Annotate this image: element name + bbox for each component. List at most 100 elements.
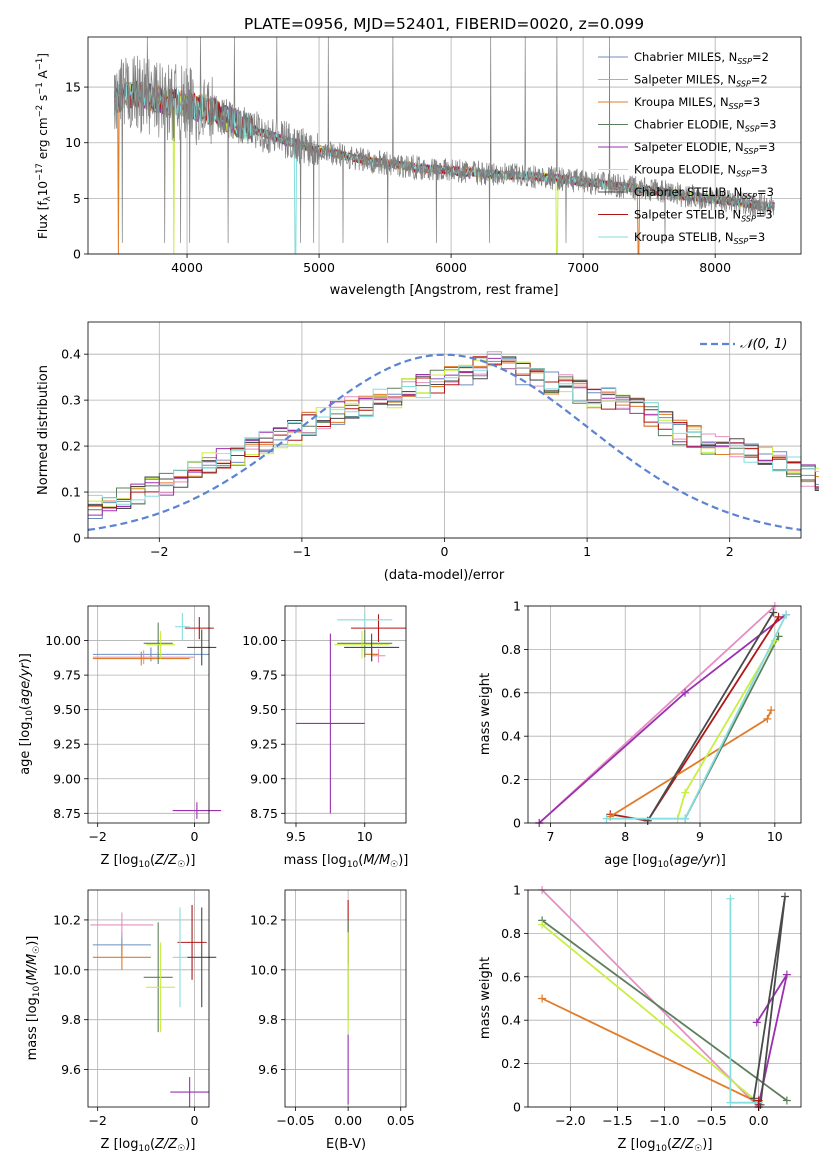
spectrum-xlabel: wavelength [Angstrom, rest frame] bbox=[330, 283, 559, 298]
mwAge-xtick-label: 7 bbox=[546, 829, 554, 844]
figure-title: PLATE=0956, MJD=52401, FIBERID=0020, z=0… bbox=[244, 15, 644, 33]
ageZ-ytick-label: 9.75 bbox=[53, 668, 81, 683]
kroupa-stelib-mwAge-marker bbox=[782, 610, 791, 619]
residuals-ytick-label: 0.4 bbox=[61, 347, 81, 362]
residuals-ytick-label: 0.3 bbox=[61, 393, 81, 408]
salpeter-miles-mwZ-line bbox=[541, 889, 760, 1108]
age-vs-mass-frame bbox=[284, 605, 407, 824]
massZ-ytick-label: 10.0 bbox=[53, 962, 81, 977]
chabrier-elodie-legend-label: Chabrier ELODIE, NSSP=3 bbox=[634, 118, 776, 134]
mwZ-xtick-label: −0.5 bbox=[696, 1113, 726, 1128]
mwZ-xtick-label: −1.5 bbox=[602, 1113, 632, 1128]
age-vs-mass-series bbox=[296, 612, 406, 814]
massweight-vs-Z-xlabel: Z [log10(Z/Z☉)] bbox=[618, 1137, 713, 1154]
spectrum-series bbox=[113, 37, 775, 254]
mwAge-ytick-label: 0.2 bbox=[501, 772, 521, 787]
residuals-xtick-label: 0 bbox=[441, 544, 449, 559]
residuals-xtick-label: 2 bbox=[726, 544, 734, 559]
mwZ-ytick-label: 0.2 bbox=[501, 1056, 521, 1071]
massZ-ytick-label: 10.2 bbox=[53, 912, 81, 927]
age-vs-Z-panel: −2 0 8.75 9.00 9.25 9.50 9.75 10.00 Z [log10(Z/… bbox=[18, 605, 222, 870]
spectrum-ytick-label: 15 bbox=[65, 80, 81, 95]
chabrier-stelib-mwZ-marker bbox=[749, 1094, 758, 1103]
residuals-series bbox=[87, 351, 819, 531]
kroupa-stelib-mwAge-marker bbox=[681, 814, 690, 823]
massweight-vs-age-ticks: 7 8 9 10 0 0.2 0.4 0.6 0.8 1 bbox=[501, 599, 783, 845]
residuals-ylabel: Normed distribution bbox=[36, 365, 51, 495]
residuals-panel: −2 −1 0 1 200.10.20.30.4 (data-model)/error … bbox=[36, 321, 819, 583]
mass-vs-EBV-xlabel: E(B-V) bbox=[326, 1137, 366, 1152]
massZ-xtick-label: 0 bbox=[191, 1113, 199, 1128]
residuals-ytick-label: 0 bbox=[73, 531, 81, 546]
ageM-ytick-label: 9.00 bbox=[250, 771, 278, 786]
massE-xtick-label: −0.05 bbox=[276, 1113, 314, 1128]
ageM-xtick-label: 10 bbox=[357, 829, 373, 844]
mwZ-ytick-label: 1 bbox=[513, 883, 521, 898]
massweight-vs-Z-ticks: −2.0 −1.5 −1.0 −0.5 0.0 0 0.2 0.4 0.6 0.8 1 bbox=[501, 883, 769, 1129]
spectrum-xtick-label: 4000 bbox=[171, 260, 203, 275]
mwZ-ytick-label: 0.6 bbox=[501, 969, 521, 984]
massE-ytick-label: 10.0 bbox=[250, 962, 278, 977]
massweight-vs-Z-panel: −2.0 −1.5 −1.0 −0.5 0.0 0 0.2 0.4 0.6 0.8 1 Z [log… bbox=[478, 883, 802, 1154]
massE-xtick-label: 0.05 bbox=[387, 1113, 415, 1128]
ageM-ytick-label: 9.25 bbox=[250, 737, 278, 752]
mwZ-xtick-label: −2.0 bbox=[555, 1113, 585, 1128]
spectrum-xtick-label: 6000 bbox=[435, 260, 467, 275]
mwZ-xtick-label: −1.0 bbox=[649, 1113, 679, 1128]
residuals-xtick-label: 1 bbox=[583, 544, 591, 559]
massweight-vs-Z-frame bbox=[527, 889, 802, 1108]
mwAge-ytick-label: 0.6 bbox=[501, 685, 521, 700]
massweight-vs-age-ylabel: mass weight bbox=[478, 673, 493, 755]
massE-ytick-label: 9.6 bbox=[258, 1062, 278, 1077]
chabrier-miles-legend-label: Chabrier MILES, NSSP=2 bbox=[634, 50, 769, 66]
mass-vs-Z-frame bbox=[87, 889, 210, 1108]
salpeter-stelib-residual-histogram bbox=[88, 356, 819, 509]
mass-vs-EBV-ticks: −0.05 0.00 0.05 9.6 9.8 10.0 10.2 bbox=[250, 912, 415, 1128]
kroupa-elodie-mwAge-marker bbox=[681, 788, 690, 797]
mwZ-ytick-label: 0 bbox=[513, 1100, 521, 1115]
mwAge-ytick-label: 0 bbox=[513, 816, 521, 831]
salpeter-elodie-mwZ-marker bbox=[782, 970, 791, 979]
ageM-ytick-label: 8.75 bbox=[250, 806, 278, 821]
age-vs-mass-ticks: 9.5 10 8.75 9.00 9.25 9.50 9.75 10.00 bbox=[242, 633, 373, 844]
ageZ-ytick-label: 9.25 bbox=[53, 737, 81, 752]
kroupa-stelib-legend-label: Kroupa STELIB, NSSP=3 bbox=[634, 230, 765, 246]
age-vs-Z-xlabel: Z [log10(Z/Z☉)] bbox=[101, 853, 196, 870]
spectrum-xtick-label: 8000 bbox=[699, 260, 731, 275]
ageM-ytick-label: 10.00 bbox=[242, 633, 278, 648]
spectrum-ytick-label: 10 bbox=[65, 135, 81, 150]
spectrum-xtick-label: 5000 bbox=[303, 260, 335, 275]
residuals-xlabel: (data-model)/error bbox=[384, 568, 505, 583]
age-vs-mass-xlabel: mass [log10(M/M☉)] bbox=[284, 853, 409, 870]
residuals-frame bbox=[87, 321, 802, 539]
ageZ-xtick-label: 0 bbox=[191, 829, 199, 844]
ageZ-xtick-label: −2 bbox=[88, 829, 106, 844]
kroupa-miles-mwAge-marker bbox=[767, 706, 776, 715]
kroupa-stelib-mwAge-marker bbox=[602, 814, 611, 823]
residuals-xtick-label: −1 bbox=[293, 544, 311, 559]
massweight-vs-age-xlabel: age [log10(age/yr)] bbox=[604, 853, 726, 870]
massE-xtick-label: 0.00 bbox=[334, 1113, 362, 1128]
spectrum-legend: Chabrier MILES, NSSP=2 Salpeter MILES, NS… bbox=[598, 50, 776, 246]
mass-vs-Z-ticks: −2 0 9.6 9.8 10.0 10.2 bbox=[53, 912, 198, 1128]
mwAge-xtick-label: 9 bbox=[696, 829, 704, 844]
residuals-legend: 𝒩(0, 1) bbox=[700, 337, 787, 352]
kroupa-elodie-mwZ-line bbox=[541, 924, 760, 1104]
massZ-ytick-label: 9.6 bbox=[61, 1062, 81, 1077]
mwZ-xtick-label: 0.0 bbox=[749, 1113, 769, 1128]
salpeter-stelib-legend-label: Salpeter STELIB, NSSP=3 bbox=[634, 208, 773, 224]
residuals-ticks: −2 −1 0 1 2 0 0.1 0.2 0.3 0.4 bbox=[61, 347, 734, 559]
ageZ-ytick-label: 9.00 bbox=[53, 771, 81, 786]
mwAge-ytick-label: 0.8 bbox=[501, 642, 521, 657]
spectrum-ytick-label: 5 bbox=[73, 191, 81, 206]
massE-ytick-label: 10.2 bbox=[250, 912, 278, 927]
spectrum-ticks: 4000 5000 6000 7000 8000 0 5 10 15 bbox=[65, 80, 731, 275]
kroupa-miles-mwZ-marker bbox=[538, 994, 547, 1003]
gaussian-legend-label: 𝒩(0, 1) bbox=[740, 337, 787, 352]
chabrier-elodie-mwZ-marker bbox=[782, 1096, 791, 1105]
kroupa-elodie-mwZ-marker bbox=[538, 920, 547, 929]
residuals-ytick-label: 0.1 bbox=[61, 485, 81, 500]
mwZ-ytick-label: 0.4 bbox=[501, 1013, 521, 1028]
kroupa-stelib-mwZ-marker bbox=[726, 1098, 735, 1107]
